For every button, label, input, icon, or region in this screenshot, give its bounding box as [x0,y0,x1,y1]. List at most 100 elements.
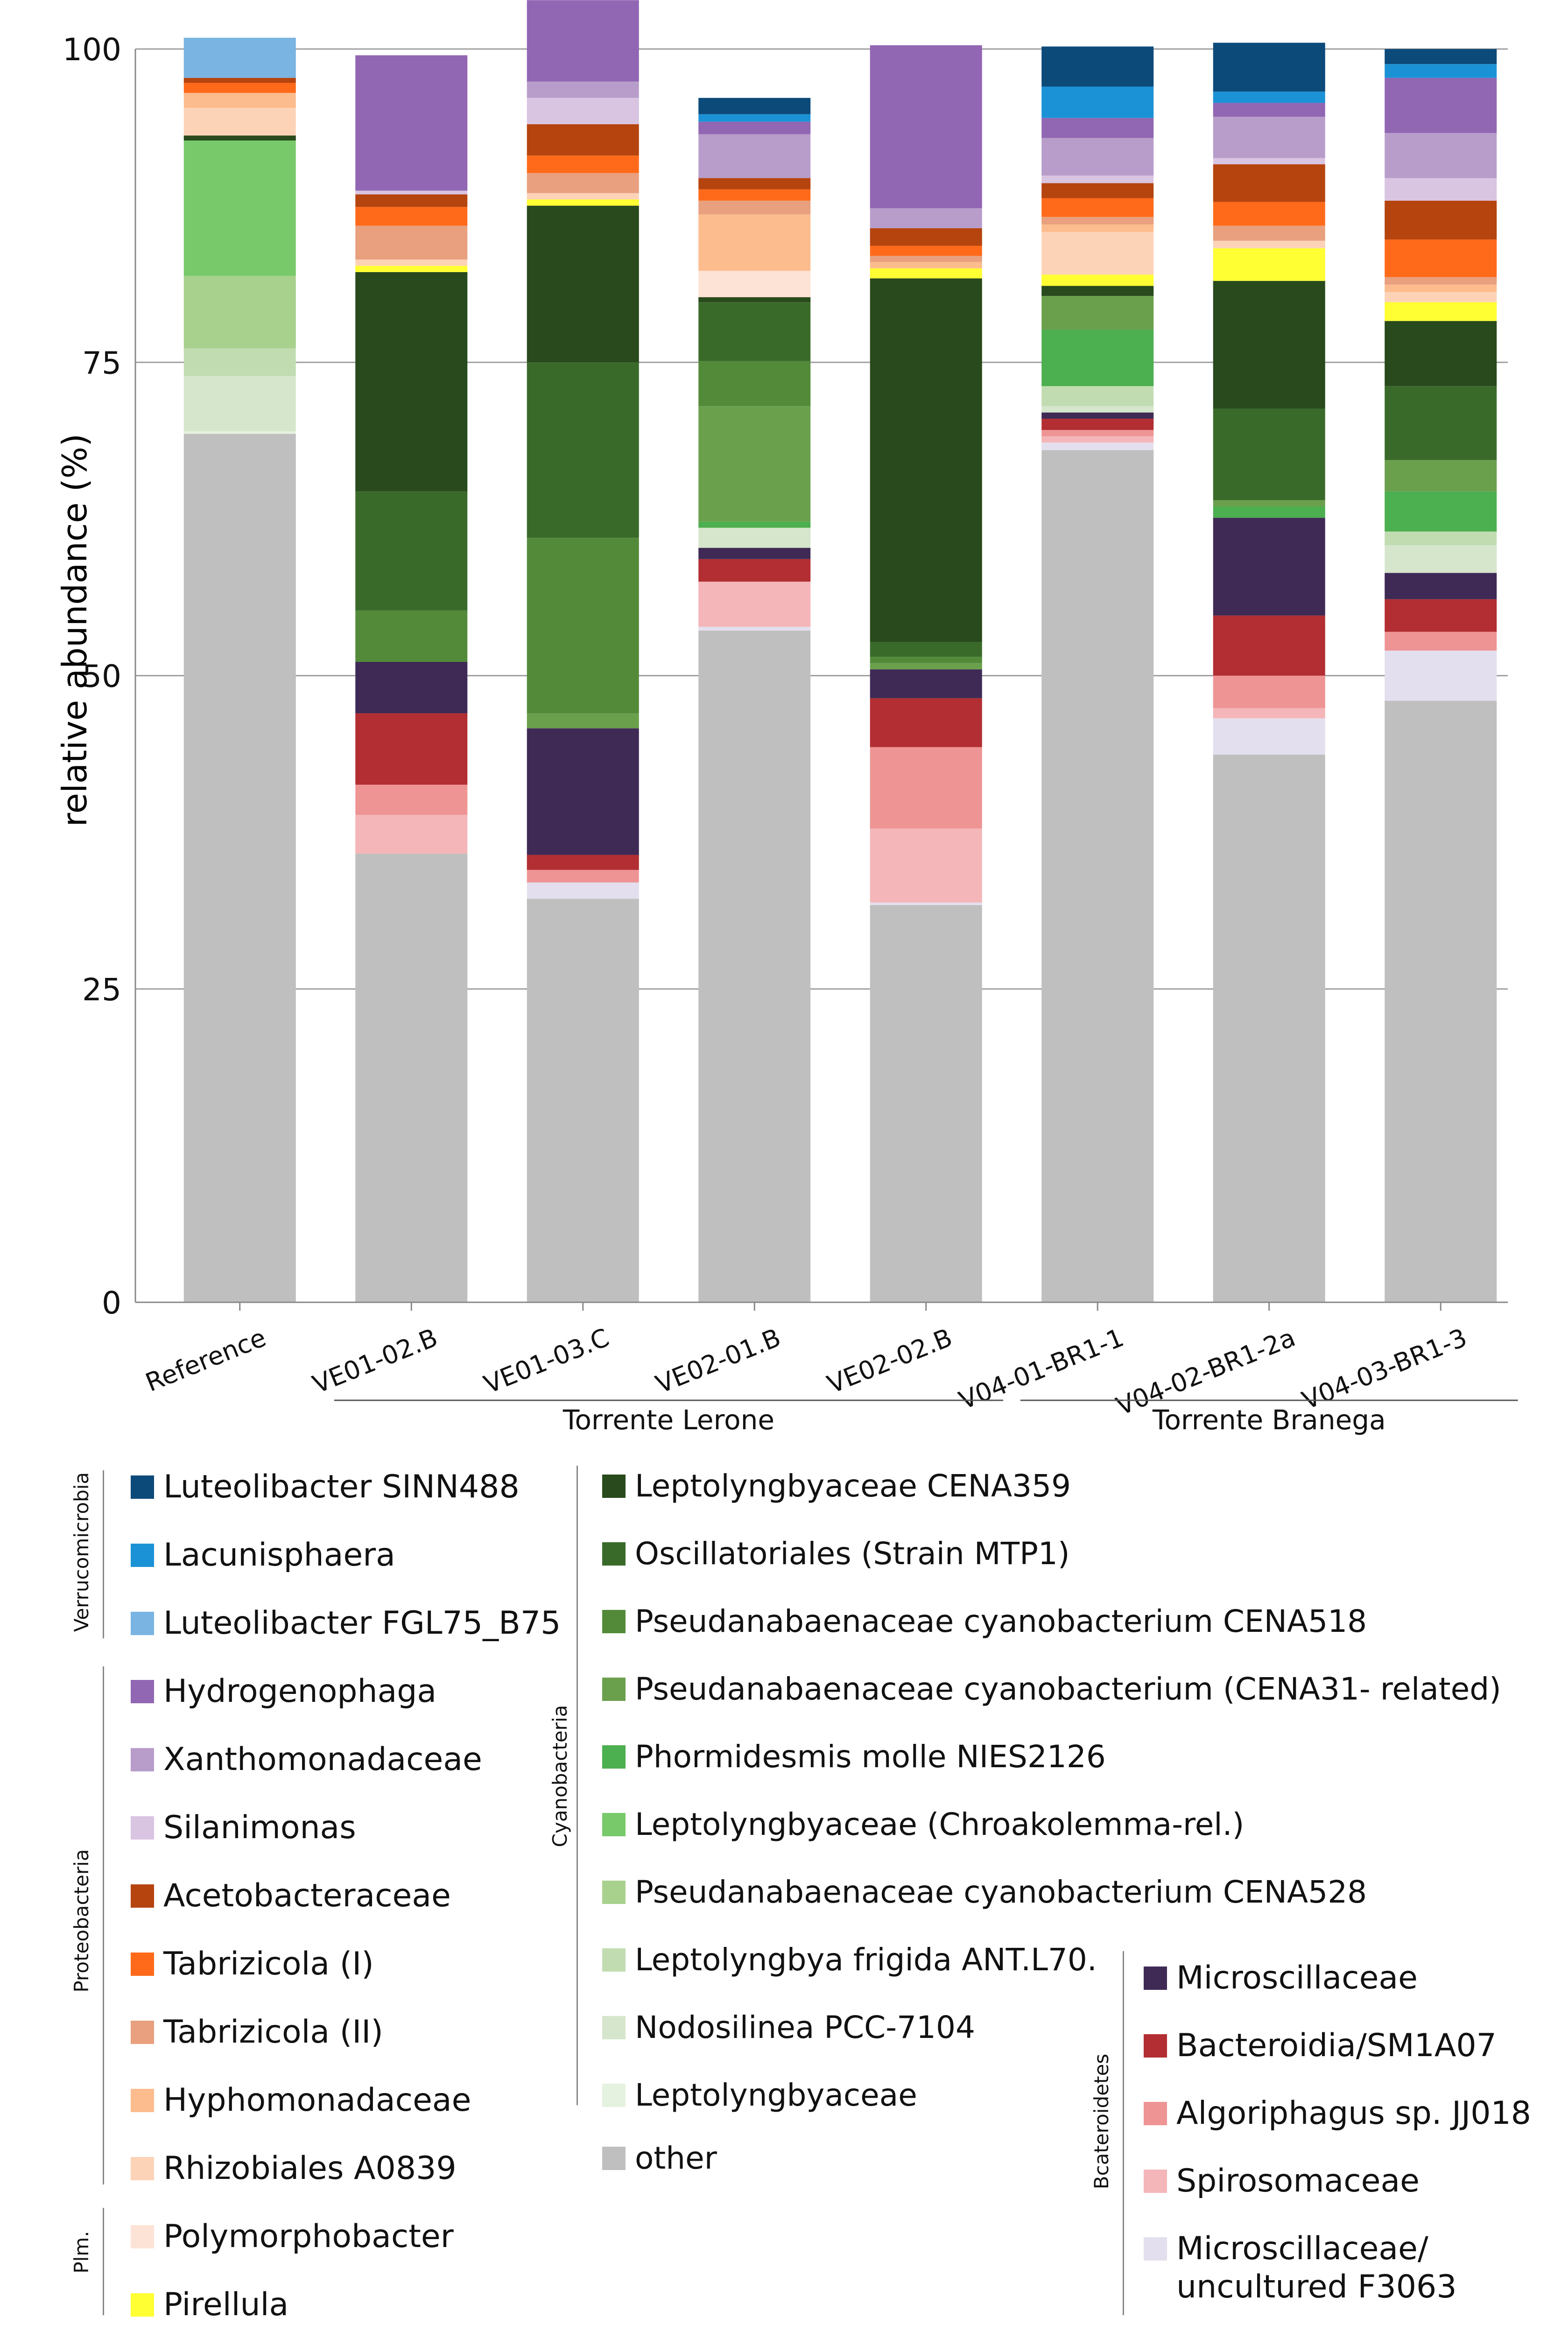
legend-item: Bacteroidia/SM1A07 [1144,2027,1497,2065]
bar-segment [527,199,639,206]
legend-label: Rhizobiales A0839 [163,2150,457,2187]
bar-segment [1213,225,1325,241]
phylum-label-verrucomicrobia: Verrucomicrobia [70,1472,93,1632]
legend-swatch [131,1816,154,1840]
bar-segment [183,275,296,349]
legend-label: Spirosomaceae [1176,2163,1420,2199]
bar-segment [183,348,296,376]
bar-segment [1041,176,1154,183]
phylum-label-bcateroidetes: Bcateroidetes [1090,2053,1113,2190]
bar-segment [1213,240,1325,248]
legend-label: Pseudanabaenaceae cyanobacterium CENA528 [635,1874,1367,1910]
bar-segment [698,630,811,1302]
legend-label: Pirellula [163,2286,289,2323]
bar-segment [698,214,811,271]
legend-item: Polymorphobacter [131,2218,454,2256]
legend-label: Hydrogenophaga [163,1673,437,1710]
bar-segment [527,855,639,870]
bar-segment [183,37,296,78]
bar-segment [1041,406,1154,413]
legend-swatch [131,1953,154,1976]
bar-segment [870,905,982,1302]
bar-segment [1041,295,1154,330]
legend-item: Phormidesmis molle NIES2126 [602,1738,1106,1776]
bar-segment [1041,118,1154,138]
bar-segment [355,713,468,785]
bar-segment [1385,64,1497,78]
bar-segment [870,669,982,698]
legend-swatch [131,2293,154,2317]
legend-label: other [635,2140,717,2176]
bar-segment [1385,284,1497,292]
bar-segment [1213,754,1325,1302]
bar-segment [1385,239,1497,277]
bar-stack-VE02-01.B [698,98,811,1302]
legend-item: Oscillatoriales (Strain MTP1) [602,1535,1070,1573]
legend-label: Pseudanabaenaceae cyanobacterium (CENA31… [635,1671,1501,1707]
legend-label: Leptolyngbyaceae CENA359 [635,1468,1071,1504]
bar-segment [870,45,982,208]
bar-segment [870,829,982,903]
legend-label: Luteolibacter SINN488 [163,1468,520,1505]
legend-item: Lacunisphaera [131,1536,395,1574]
bar-segment [527,538,639,714]
bar-segment [355,266,468,272]
bar-segment [355,207,468,226]
y-tick-label: 75 [82,345,121,381]
legend-label: Tabrizicola (II) [163,2014,383,2051]
legend-label: Polymorphobacter [163,2218,454,2255]
bar-segment [698,189,811,201]
legend-swatch [602,1881,626,1904]
proteobacteria-bracket [103,1666,104,2184]
legend-item: Leptolyngbya frigida ANT.L70. [602,1941,1097,1979]
bar-segment [698,271,811,297]
bar-segment [1213,708,1325,718]
bar-segment [698,626,811,631]
bar-segment [355,55,468,191]
legend-label: Pseudanabaenaceae cyanobacterium CENA518 [635,1603,1367,1639]
bar-segment [1041,419,1154,430]
group-label: Torrente Branega [1152,1404,1386,1436]
bar-stack-VE01-03.C [527,0,639,1302]
legend-label: Microscillaceae [1176,1960,1418,1996]
bar-segment [870,268,982,279]
bar-segment [527,362,639,538]
bar-segment [1385,133,1497,178]
bar-segment [1385,49,1497,64]
cyanobacteria-bracket [577,1466,578,2105]
bar-segment [1385,200,1497,240]
bar-segment [355,194,468,207]
legend-swatch [131,2021,154,2044]
bar-segment [527,193,639,200]
legend-item: Pirellula [131,2286,288,2324]
bar-segment [870,208,982,228]
bar-stack-V04-02-BR1-2a [1213,42,1325,1302]
bar-segment [698,98,811,114]
bar-segment [355,853,468,1302]
bar-segment [1041,86,1154,118]
bar-segment [183,83,296,93]
bar-segment [355,785,468,815]
bar-segment [1385,573,1497,599]
y-tick-label: 50 [82,659,121,695]
bar-segment [1385,321,1497,386]
bar-segment [527,81,639,98]
bar-segment [1385,599,1497,632]
legend-swatch [602,1745,626,1769]
legend-swatch [131,2157,154,2180]
bar-segment [1385,632,1497,651]
bar-segment [1385,386,1497,460]
bar-segment [1385,701,1497,1302]
legend-swatch [602,1813,626,1836]
bar-segment [1385,545,1497,573]
bar-segment [698,114,811,122]
legend-swatch [1144,2034,1167,2058]
bar-stack-V04-01-BR1-1 [1041,46,1154,1303]
bar-segment [698,548,811,559]
plm-bracket [103,2208,104,2315]
legend-item: Tabrizicola (I) [131,1945,374,1983]
bar-segment [1041,198,1154,217]
legend-label: Xanthomonadaceae [163,1741,482,1778]
bar-segment [1385,178,1497,201]
